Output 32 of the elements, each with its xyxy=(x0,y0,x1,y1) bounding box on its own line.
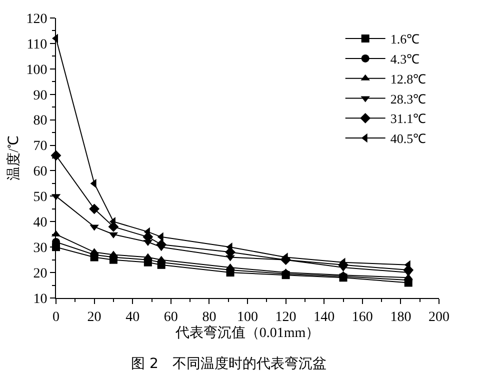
x-tick-label: 140 xyxy=(314,310,335,325)
x-tick-label: 20 xyxy=(87,310,102,325)
y-tick-label: 90 xyxy=(33,88,48,104)
x-tick-label: 200 xyxy=(428,310,450,325)
caption: 图 2 不同温度时的代表弯沉盆 xyxy=(131,356,326,372)
y-tick-label: 50 xyxy=(33,190,48,206)
y-tick-label: 30 xyxy=(33,240,48,256)
x-tick-label: 60 xyxy=(164,310,178,325)
legend-label: 4.3℃ xyxy=(390,52,420,67)
legend-label: 28.3℃ xyxy=(390,91,426,106)
x-axis-title: 代表弯沉值（0.01mm） xyxy=(174,324,320,341)
legend-label: 12.8℃ xyxy=(390,71,426,86)
x-tick-label: 0 xyxy=(52,310,60,325)
x-tick-label: 100 xyxy=(237,310,258,325)
y-tick-label: 100 xyxy=(26,62,48,78)
x-tick-label: 180 xyxy=(390,310,412,325)
y-tick-label: 10 xyxy=(33,292,48,307)
x-tick-label: 160 xyxy=(352,310,373,325)
x-tick-label: 80 xyxy=(202,310,216,325)
y-tick-label: 40 xyxy=(33,216,48,231)
legend-label: 31.1℃ xyxy=(390,111,426,126)
y-tick-label: 20 xyxy=(33,266,48,282)
y-tick-label: 80 xyxy=(33,114,48,129)
y-tick-label: 60 xyxy=(33,164,48,180)
x-tick-label: 120 xyxy=(275,310,296,325)
y-tick-label: 110 xyxy=(26,37,48,52)
y-tick-label: 120 xyxy=(26,12,48,27)
legend-label: 1.6℃ xyxy=(390,32,420,47)
y-axis-title: 温度/℃ xyxy=(6,136,22,180)
x-tick-label: 40 xyxy=(126,310,140,325)
y-tick-label: 70 xyxy=(33,139,48,154)
legend-label: 40.5℃ xyxy=(390,131,426,146)
